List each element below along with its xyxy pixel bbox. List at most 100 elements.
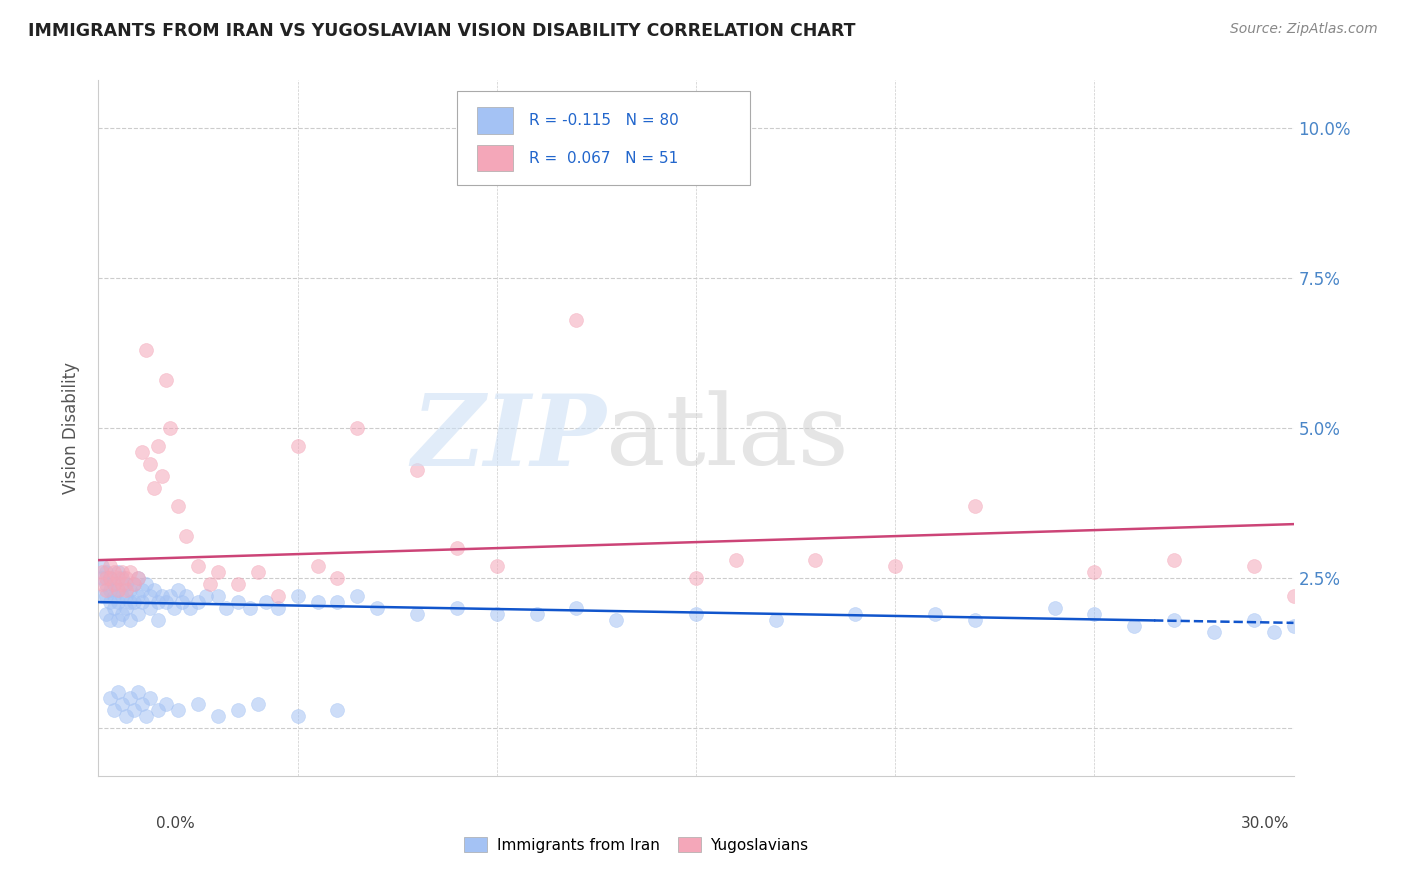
Point (605, 157, 627, 171)
Point (207, 589, 229, 603)
Point (198, 577, 221, 591)
Point (406, 607, 429, 621)
Point (91, 559, 114, 574)
Point (111, 589, 134, 603)
Point (963, 499, 986, 513)
Point (120, 613, 142, 627)
Point (226, 595, 249, 609)
Point (1163, 553, 1185, 567)
Point (267, 601, 290, 615)
Point (91, 577, 114, 591)
Point (485, 559, 508, 574)
Point (148, 439, 170, 453)
Point (346, 589, 368, 603)
Point (163, 601, 186, 615)
Point (287, 439, 309, 453)
Point (148, 595, 170, 609)
Point (150, 469, 173, 483)
Point (226, 703, 249, 717)
Point (804, 553, 827, 567)
Point (143, 481, 166, 495)
Point (96, 571, 118, 585)
Point (124, 703, 146, 717)
Point (103, 577, 125, 591)
FancyBboxPatch shape (457, 91, 749, 185)
Text: atlas: atlas (606, 391, 849, 486)
Point (326, 571, 349, 585)
Point (107, 685, 129, 699)
Point (1282, 589, 1305, 603)
Point (98, 571, 122, 585)
Point (111, 697, 134, 711)
Point (254, 595, 277, 609)
Point (267, 589, 290, 603)
Point (155, 697, 177, 711)
Point (111, 571, 134, 585)
Point (91, 589, 114, 603)
Legend: Immigrants from Iran, Yugoslavians: Immigrants from Iran, Yugoslavians (458, 831, 814, 859)
Point (159, 589, 181, 603)
Point (107, 571, 129, 585)
Point (446, 541, 468, 555)
Point (139, 457, 162, 471)
Point (127, 607, 149, 621)
Point (135, 577, 157, 591)
Point (115, 571, 138, 585)
Point (1083, 565, 1105, 579)
Point (127, 589, 149, 603)
Point (526, 607, 548, 621)
Text: Source: ZipAtlas.com: Source: ZipAtlas.com (1230, 22, 1378, 37)
Point (446, 601, 468, 615)
Point (98, 559, 122, 574)
Point (131, 595, 153, 609)
Point (1263, 625, 1285, 640)
Point (174, 589, 197, 603)
Point (685, 607, 707, 621)
Point (287, 709, 309, 723)
Point (103, 589, 125, 603)
Point (111, 565, 134, 579)
Point (187, 697, 209, 711)
Point (96, 589, 118, 603)
Point (1282, 619, 1305, 633)
Point (96, 577, 118, 591)
Point (91, 571, 114, 585)
Text: 30.0%: 30.0% (1241, 816, 1289, 831)
Point (98, 583, 122, 598)
Point (148, 613, 170, 627)
Point (884, 559, 907, 574)
Point (98, 613, 122, 627)
Point (1202, 625, 1225, 640)
Point (326, 595, 349, 609)
Point (139, 601, 162, 615)
Point (120, 595, 142, 609)
Point (406, 463, 429, 477)
Point (172, 595, 194, 609)
Point (131, 697, 153, 711)
Point (124, 595, 146, 609)
Point (96, 607, 118, 621)
Point (187, 595, 209, 609)
Point (107, 565, 129, 579)
Point (307, 559, 329, 574)
Point (565, 313, 588, 327)
Point (115, 577, 138, 591)
Point (131, 583, 153, 598)
Point (215, 601, 238, 615)
Point (1123, 619, 1146, 633)
Text: R =  0.067   N = 51: R = 0.067 N = 51 (529, 151, 678, 166)
Point (115, 583, 138, 598)
Point (115, 601, 138, 615)
Point (127, 571, 149, 585)
Point (187, 559, 209, 574)
Point (1083, 607, 1105, 621)
Point (159, 421, 181, 435)
Point (135, 343, 157, 358)
Point (103, 601, 125, 615)
Point (963, 613, 986, 627)
Point (131, 445, 153, 459)
FancyBboxPatch shape (477, 107, 513, 134)
Point (1163, 613, 1185, 627)
Point (924, 607, 946, 621)
Point (207, 709, 229, 723)
